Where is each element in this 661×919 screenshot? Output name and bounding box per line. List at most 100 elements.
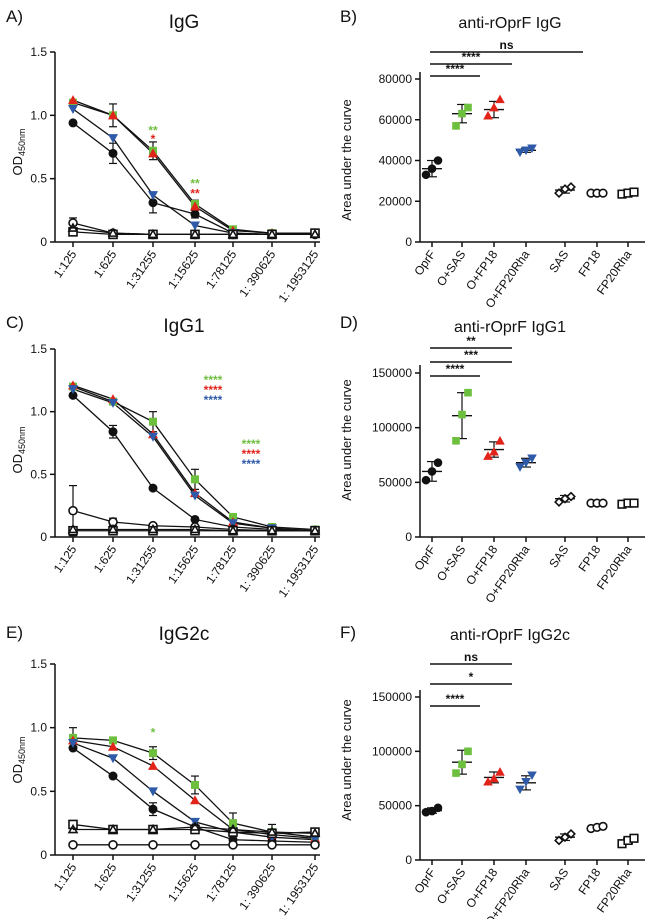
y-axis-label-b: Area under the curve — [339, 99, 354, 220]
data-point-o-fp20rha — [148, 787, 158, 797]
data-point-fp20rha — [266, 826, 278, 836]
data-point-o-fp20rha — [108, 754, 118, 764]
data-point-sas — [554, 188, 564, 199]
significance-annotation: ** — [190, 187, 200, 201]
data-point-fp20rha — [189, 821, 201, 831]
significance-label: *** — [464, 348, 478, 362]
data-point-fp20rha — [107, 823, 119, 834]
data-point-fp20rha — [629, 187, 639, 197]
data-point-fp20rha — [227, 823, 239, 834]
y-tick-label: 0 — [405, 235, 412, 249]
data-point-o-fp18 — [108, 110, 118, 120]
x-tick-label: OprF — [411, 248, 438, 278]
y-tick-label: 100000 — [372, 421, 412, 435]
x-tick-label: 1:125 — [51, 542, 80, 575]
data-point-o-fp20rha — [148, 432, 158, 442]
x-tick-label: 1:15625 — [165, 247, 202, 291]
data-point-o-fp20rha — [515, 148, 525, 158]
significance-annotation: **** — [204, 383, 223, 397]
data-point-fp20rha — [266, 525, 278, 535]
y-tick-label: 20000 — [379, 194, 413, 208]
data-point-sas — [566, 828, 576, 839]
significance-annotation: **** — [242, 457, 261, 471]
data-point-o-fp18 — [483, 776, 493, 786]
data-point-sas — [108, 840, 118, 850]
x-tick-label: 1:625 — [91, 247, 120, 280]
y-tick-label: 100000 — [372, 744, 412, 758]
data-point-fp20rha — [309, 827, 321, 838]
x-tick-label: 1:15625 — [165, 860, 202, 904]
data-point-o-fp18 — [148, 760, 158, 770]
y-axis-label-a: OD450nm — [10, 128, 27, 175]
significance-annotation: * — [151, 132, 156, 146]
y-tick-label: 50000 — [379, 475, 413, 489]
data-point-o-fp18 — [483, 451, 493, 460]
data-point-o-sas — [464, 103, 472, 112]
data-point-oprf — [433, 803, 443, 813]
panel-title-b: anti-rOprF IgG — [458, 15, 561, 32]
data-point-o-fp18 — [489, 446, 499, 456]
plots-layer: 00.51.01.51:125 1:625 1:31255 1:15625 1:7812… — [30, 38, 645, 919]
data-point-sas — [68, 505, 78, 516]
data-point-sas — [566, 182, 576, 192]
significance-annotation: **** — [242, 447, 261, 461]
data-point-fp18 — [598, 821, 608, 831]
auc-chart-b: 020000400006000080000OprFO+SASO+FP18O+FP… — [379, 38, 645, 311]
x-tick-label: 1:78125 — [203, 860, 240, 904]
data-point-o-fp20rha — [527, 144, 537, 154]
panel-title-e: IgG2c — [159, 624, 210, 645]
od-chart-a: 0 0.5 1.0 1.5 1:125 1:625 1:31255 1:15625 1:7812… — [30, 45, 321, 305]
data-point-o-sas — [452, 436, 460, 445]
y-tick-label: 0.5 — [30, 172, 47, 186]
auc-chart-d: 050000100000150000OprFO+SASO+FP18O+FP20R… — [372, 334, 645, 606]
x-tick-label: 1:125 — [51, 860, 80, 893]
panel-title-f: anti-rOprF IgG2c — [450, 627, 570, 644]
x-tick-label: SAS — [546, 866, 571, 894]
data-point-o-fp18 — [190, 201, 200, 211]
y-tick-label: 60000 — [379, 113, 413, 127]
data-point-fp20rha — [147, 823, 159, 834]
data-point-oprf — [421, 170, 431, 180]
significance-annotation: ** — [190, 177, 200, 191]
data-point-sas — [554, 835, 564, 846]
x-tick-label: 1: 1953125 — [276, 542, 322, 599]
significance-label: * — [469, 670, 474, 684]
data-point-o-fp20rha — [68, 738, 78, 748]
y-tick-label: 150000 — [372, 366, 412, 380]
data-point-o-fp20rha — [228, 519, 238, 529]
data-point-o-fp20rha — [515, 463, 525, 472]
significance-label: **** — [446, 62, 465, 76]
panel-label-e: E) — [6, 623, 23, 642]
data-point-fp20rha — [629, 833, 639, 843]
x-tick-label: FP18 — [576, 865, 604, 897]
data-point-sas — [310, 840, 320, 850]
y-tick-label: 0 — [405, 530, 412, 544]
data-point-o-sas — [464, 388, 472, 397]
data-point-o-fp18 — [489, 102, 499, 112]
x-tick-label: SAS — [546, 543, 571, 571]
panel-title-d: anti-rOprF IgG1 — [454, 319, 566, 336]
panel-label-b: B) — [340, 7, 357, 26]
x-tick-label: OprF — [411, 543, 438, 573]
y-tick-label: 1.5 — [30, 342, 47, 356]
data-point-o-fp20rha — [148, 191, 158, 201]
data-point-o-fp18 — [495, 435, 505, 445]
y-tick-label: 80000 — [379, 72, 413, 86]
data-point-fp20rha — [189, 523, 201, 534]
x-tick-label: FP18 — [576, 247, 604, 279]
data-point-oprf — [108, 148, 118, 158]
y-tick-label: 1.5 — [30, 45, 47, 59]
y-axis-label-f: Area under the curve — [339, 699, 354, 820]
significance-label: **** — [446, 692, 465, 706]
data-point-oprf — [148, 804, 158, 814]
y-axis-label-d: Area under the curve — [339, 379, 354, 500]
data-point-oprf — [427, 164, 437, 173]
od-chart-c: 0 0.5 1.0 1.5 1:125 1:625 1:31255 1:15625 1:7812… — [30, 342, 321, 600]
panel-title-c: IgG1 — [163, 316, 204, 337]
data-point-fp20rha — [67, 823, 79, 834]
data-point-o-fp20rha — [521, 458, 531, 468]
panel-label-c: C) — [6, 313, 24, 332]
y-tick-label: 0 — [40, 530, 47, 544]
data-point-oprf — [68, 118, 78, 128]
data-point-fp20rha — [266, 228, 278, 239]
